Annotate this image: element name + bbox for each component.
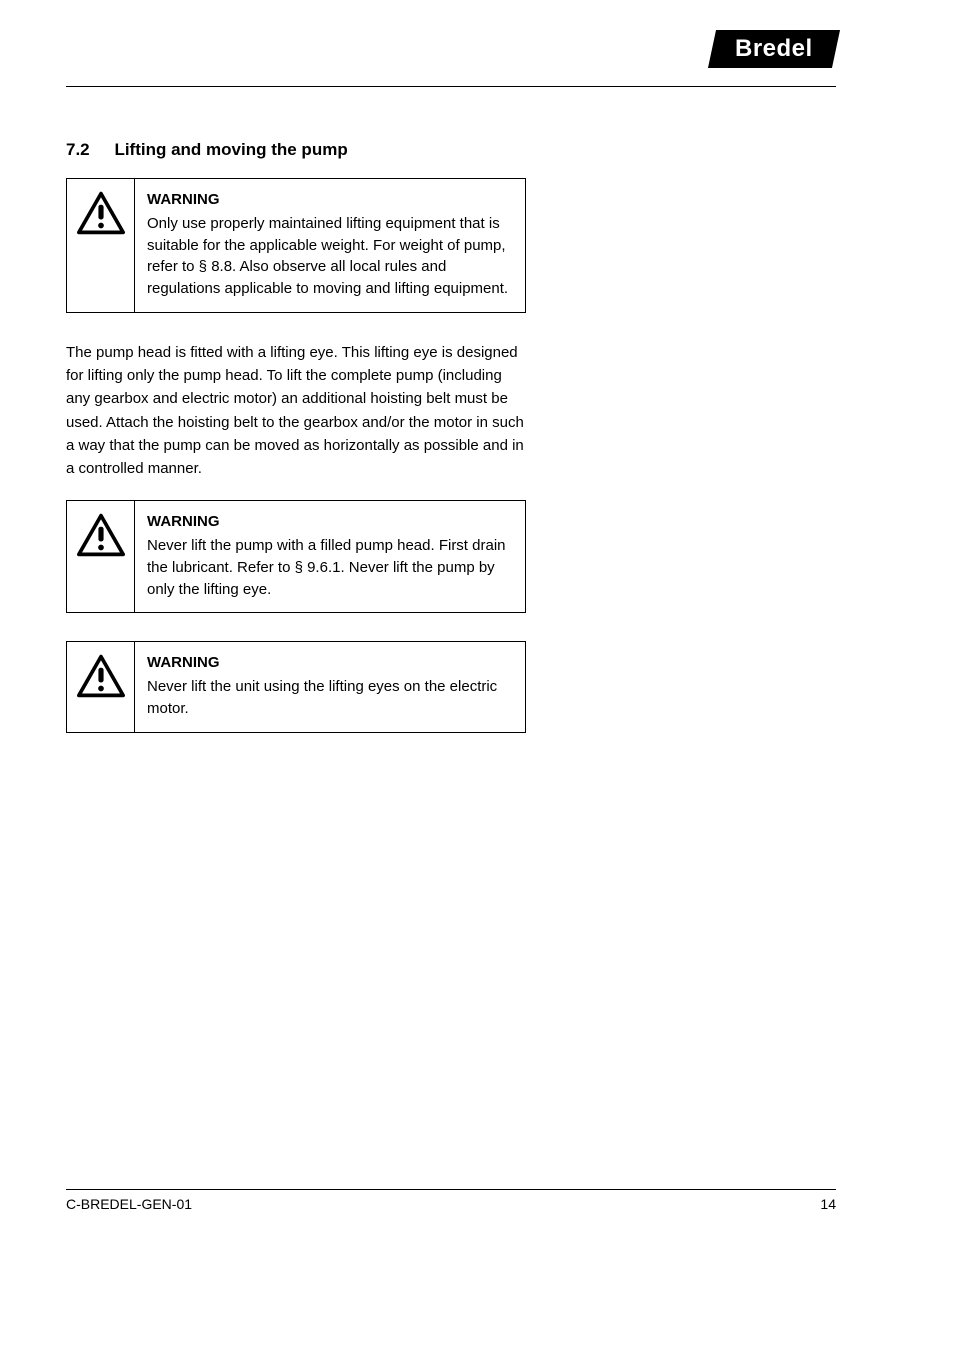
warning-text-cell: WARNING Only use properly maintained lif…	[135, 179, 525, 312]
warning-text-cell: WARNING Never lift the unit using the li…	[135, 642, 525, 731]
footer: C-BREDEL-GEN-01 14	[66, 1196, 836, 1220]
warning-icon-cell	[67, 179, 135, 312]
footer-doc-id: C-BREDEL-GEN-01	[66, 1196, 192, 1212]
body-paragraph: The pump head is fitted with a lifting e…	[66, 341, 526, 481]
warning-box-3: WARNING Never lift the unit using the li…	[66, 641, 526, 732]
section-number: 7.2	[66, 140, 110, 160]
warning-text: Never lift the pump with a filled pump h…	[147, 537, 506, 598]
footer-page-number: 14	[820, 1196, 836, 1212]
content-column: 7.2 Lifting and moving the pump WARNING …	[66, 140, 526, 761]
warning-icon-cell	[67, 501, 135, 612]
footer-rule	[66, 1189, 836, 1190]
section-heading: 7.2 Lifting and moving the pump	[66, 140, 526, 160]
warning-label: WARNING	[147, 511, 513, 533]
page: Bredel 7.2 Lifting and moving the pump W…	[66, 30, 836, 1220]
section-title: Lifting and moving the pump	[114, 140, 347, 160]
warning-label: WARNING	[147, 189, 513, 211]
warning-label: WARNING	[147, 652, 513, 674]
warning-text: Never lift the unit using the lifting ey…	[147, 678, 497, 717]
brand-badge: Bredel	[708, 30, 840, 68]
warning-triangle-icon	[77, 654, 125, 698]
warning-text-cell: WARNING Never lift the pump with a fille…	[135, 501, 525, 612]
header-rule	[66, 86, 836, 87]
warning-box-2: WARNING Never lift the pump with a fille…	[66, 500, 526, 613]
warning-box-1: WARNING Only use properly maintained lif…	[66, 178, 526, 313]
warning-triangle-icon	[77, 513, 125, 557]
warning-icon-cell	[67, 642, 135, 731]
warning-text: Only use properly maintained lifting equ…	[147, 215, 508, 297]
warning-triangle-icon	[77, 191, 125, 235]
brand-text: Bredel	[735, 35, 813, 63]
